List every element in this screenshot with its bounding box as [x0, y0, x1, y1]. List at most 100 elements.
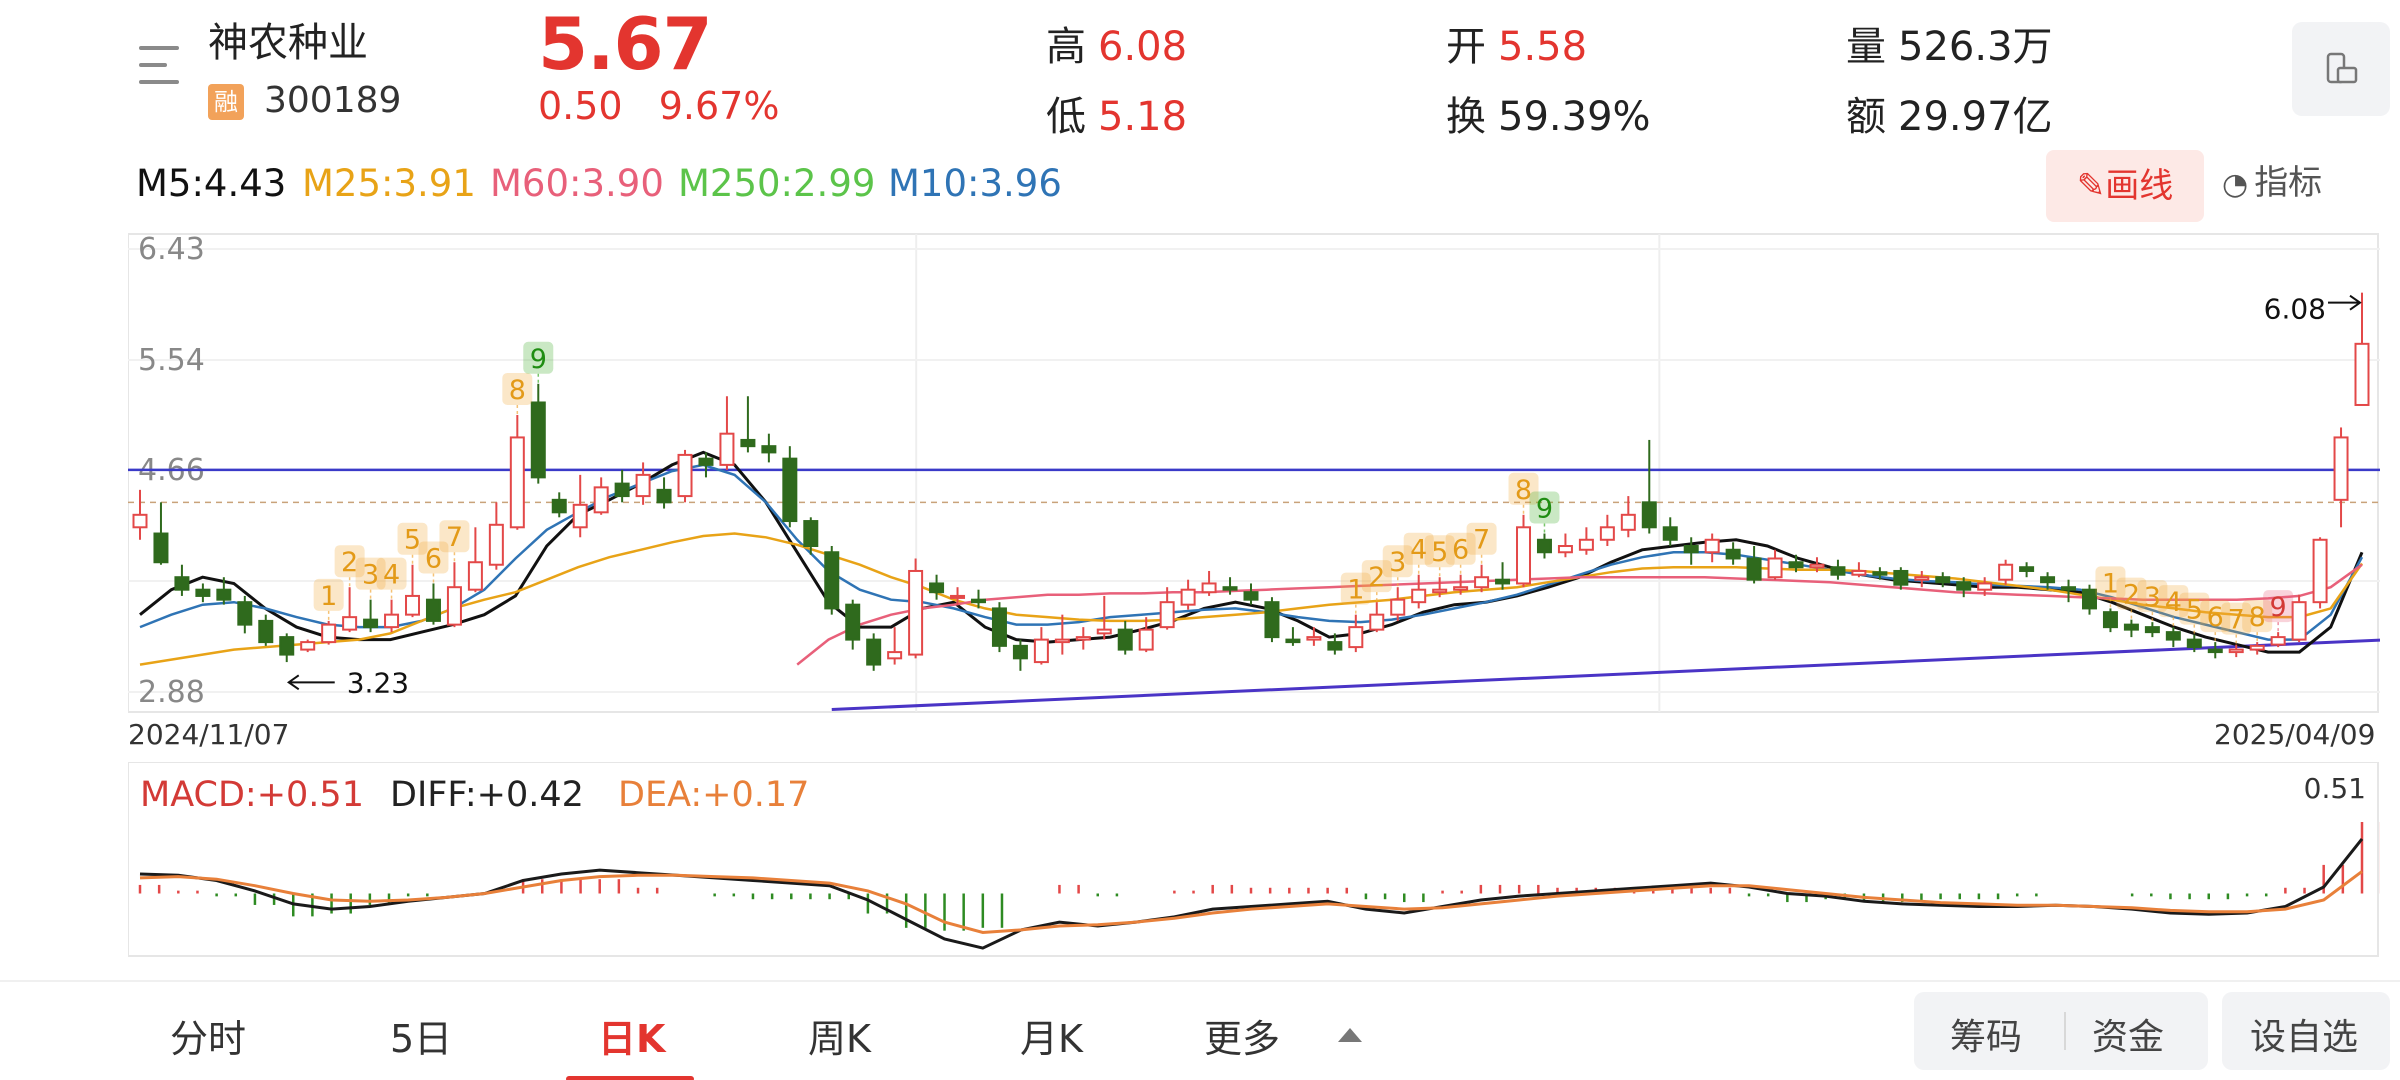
td-marker: 3: [2137, 580, 2168, 623]
active-tab-indicator: [566, 1076, 694, 1080]
candle: [824, 546, 840, 615]
candle: [1075, 627, 1091, 650]
candle: [258, 614, 274, 646]
indicator-button[interactable]: ◔ 指标: [2222, 163, 2323, 203]
y-tick-label: 2.88: [138, 675, 205, 710]
candle: [1956, 577, 1972, 598]
candle: [1432, 577, 1448, 598]
tab-more[interactable]: 更多: [1204, 1017, 1281, 1061]
td-marker: 6: [1445, 532, 1476, 575]
tab-intraday[interactable]: 分时: [170, 1017, 247, 1061]
draw-line-button[interactable]: ✎画线: [2046, 150, 2204, 222]
candle: [614, 469, 630, 503]
pencil-icon: ✎: [2076, 166, 2106, 206]
candle: [1599, 514, 1615, 547]
candle: [1746, 546, 1762, 584]
chips-button[interactable]: 筹码: [1950, 1017, 2023, 1058]
tab-monthly-k[interactable]: 月K: [1020, 1017, 1083, 1061]
candle: [2123, 619, 2139, 638]
candle: [991, 602, 1007, 653]
candle: [950, 587, 966, 605]
candle: [1893, 567, 1909, 590]
candle: [1977, 577, 1993, 596]
candle: [446, 562, 462, 628]
rotate-screen-button[interactable]: [2292, 22, 2390, 116]
svg-text:8: 8: [1515, 475, 1532, 506]
td-marker: 6: [418, 541, 449, 584]
svg-text:1: 1: [1347, 575, 1364, 606]
candle: [1767, 549, 1783, 580]
candle: [1998, 559, 2014, 585]
tab-weekly-k[interactable]: 周K: [808, 1017, 871, 1061]
candle: [635, 462, 651, 505]
funds-button[interactable]: 资金: [2092, 1017, 2165, 1058]
ma-legend: M5:4.43 M25:3.91 M60:3.90 M250:2.99 M10:…: [0, 150, 2400, 220]
candle: [2019, 562, 2035, 578]
candle: [908, 558, 924, 659]
ma-line-m5: [139, 450, 2364, 654]
caret-up-icon[interactable]: [1338, 1028, 1362, 1042]
candle: [593, 477, 609, 515]
td-marker: 1: [1340, 572, 1371, 615]
candle: [1138, 617, 1154, 653]
candle: [509, 414, 525, 530]
svg-text:7: 7: [446, 522, 463, 553]
candle: [1033, 627, 1049, 665]
candle: [384, 599, 400, 633]
candle: [2102, 608, 2118, 633]
td-marker: 5: [2179, 592, 2210, 635]
svg-text:6: 6: [1452, 535, 1469, 566]
candle: [1012, 639, 1028, 671]
candle: [572, 474, 588, 538]
candle: [1327, 633, 1343, 655]
low-marker-label: 3.23: [347, 666, 409, 699]
candle: [2270, 632, 2286, 648]
tab-daily-k[interactable]: 日K: [598, 1017, 666, 1061]
y-tick-label: 5.54: [138, 343, 205, 378]
candle: [1851, 562, 1867, 578]
candle: [1201, 570, 1217, 596]
candle: [551, 492, 567, 518]
candle: [2165, 627, 2181, 648]
candle: [866, 633, 882, 671]
candle: [1620, 496, 1636, 538]
tab-5day[interactable]: 5日: [390, 1017, 453, 1061]
phone-rotate-icon: [2326, 52, 2358, 84]
candle: [1641, 439, 1657, 534]
stat-high: 高 6.08: [1046, 24, 1188, 70]
macd-legend-label: DIFF:+0.42: [390, 775, 584, 815]
quote-header: 神农种业 融 300189 5.67 0.50 9.67% 高 6.08 低 5.1…: [0, 0, 2400, 140]
candle: [1725, 542, 1741, 565]
svg-text:2: 2: [2123, 580, 2140, 611]
macd-top-label: 0.51: [2304, 772, 2366, 805]
svg-text:2: 2: [1368, 562, 1385, 593]
td-marker: 6: [2200, 600, 2231, 643]
candle: [1411, 574, 1427, 609]
candle: [1222, 577, 1238, 595]
high-arrow-icon: [2328, 294, 2362, 311]
td-marker: 5: [397, 522, 428, 565]
svg-text:5: 5: [1431, 537, 1448, 568]
margin-badge: 融: [208, 84, 244, 120]
chips-funds-group: 筹码 资金: [1914, 992, 2208, 1070]
stat-turnover: 换 59.39%: [1446, 94, 1651, 140]
svg-text:4: 4: [383, 560, 400, 591]
td-marker: 9: [2263, 590, 2294, 633]
macd-chart[interactable]: MACD:+0.51 DIFF:+0.42 DEA:+0.17 0.51: [128, 762, 2380, 958]
high-marker-label: 6.08: [2264, 293, 2326, 326]
td-marker: 7: [2221, 602, 2252, 645]
candle: [2354, 292, 2370, 406]
candle: [656, 477, 672, 509]
svg-text:7: 7: [2228, 605, 2245, 636]
candle: [405, 564, 421, 618]
td-marker: 8: [502, 372, 533, 415]
candle: [153, 502, 169, 565]
menu-icon[interactable]: [135, 42, 185, 88]
add-watchlist-button[interactable]: 设自选: [2250, 1017, 2359, 1058]
add-watchlist-group: 设自选: [2222, 992, 2390, 1070]
candle: [719, 396, 735, 470]
stock-name[interactable]: 神农种业: [208, 20, 368, 66]
stat-volume: 量 526.3万: [1846, 24, 2053, 70]
candle: [1914, 570, 1930, 588]
